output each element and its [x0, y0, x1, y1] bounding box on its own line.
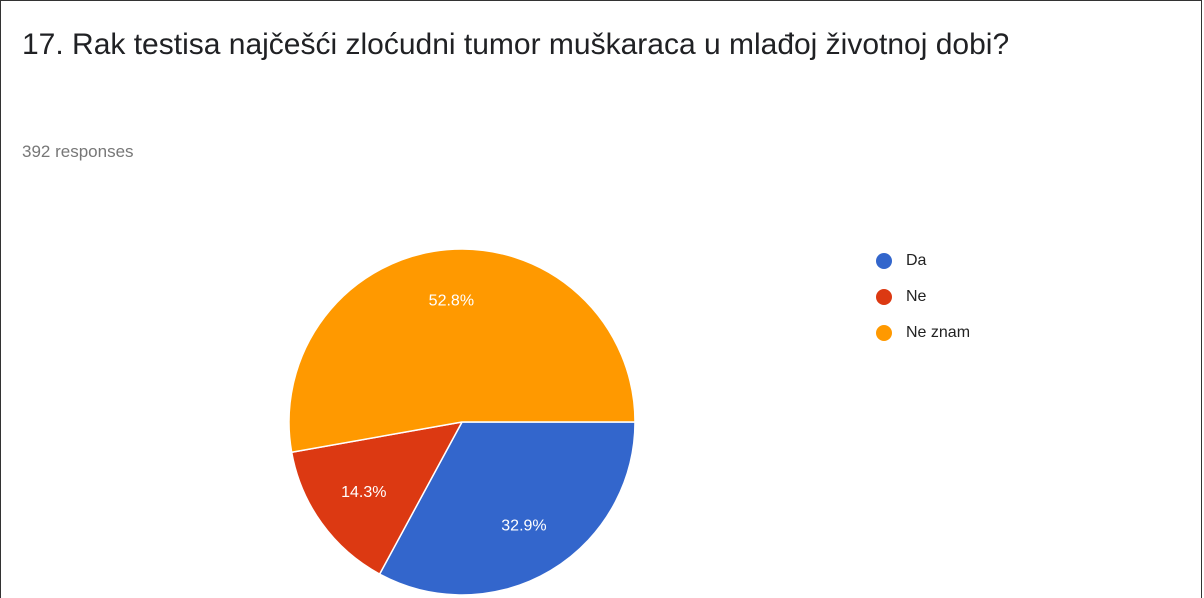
- slice-label: 14.3%: [341, 484, 386, 501]
- legend-swatch: [876, 325, 892, 341]
- slice-label: 52.8%: [429, 293, 474, 310]
- legend-label: Da: [906, 252, 927, 269]
- pie-slice: [378, 421, 636, 596]
- legend-label: Ne: [906, 288, 927, 305]
- response-count: 392 responses: [22, 142, 134, 161]
- legend-swatch: [876, 289, 892, 305]
- pie-slice: [290, 420, 464, 576]
- pie-slice: [288, 248, 636, 454]
- slice-label: 32.9%: [501, 517, 546, 534]
- legend-swatch: [876, 253, 892, 269]
- legend-label: Ne znam: [906, 324, 970, 341]
- chart-title: 17. Rak testisa najčešći zloćudni tumor …: [22, 28, 1010, 61]
